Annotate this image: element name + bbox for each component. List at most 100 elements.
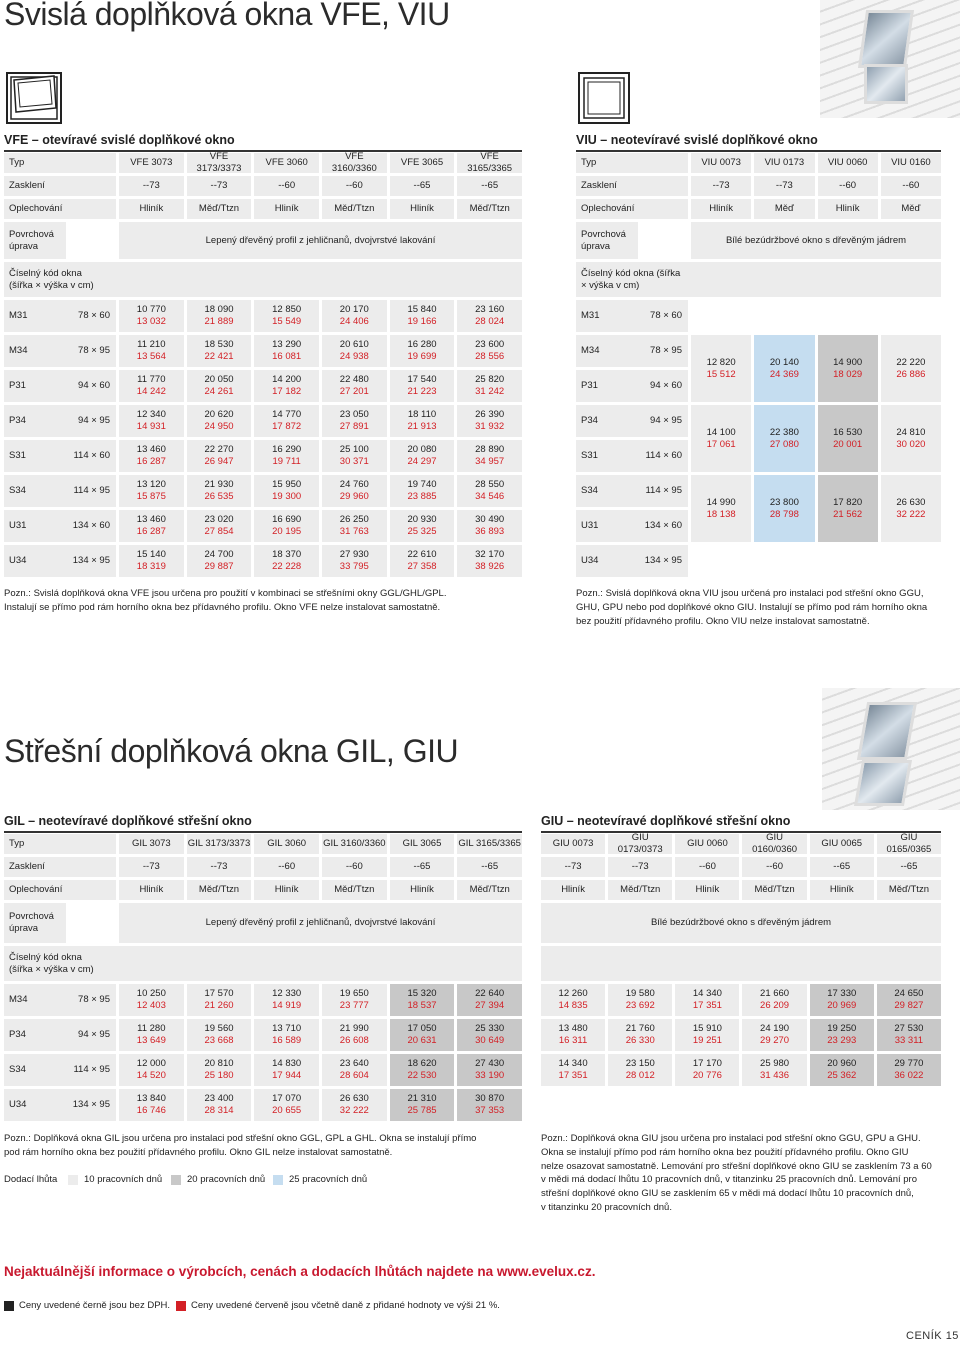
window-code: S34 bbox=[581, 485, 598, 497]
price-net: 19 650 bbox=[339, 988, 369, 1000]
window-size: 78 × 60 bbox=[650, 310, 682, 322]
window-size: 114 × 95 bbox=[73, 485, 110, 497]
price-gross: 23 777 bbox=[339, 1000, 369, 1011]
price-cell: 12 330 14 919 bbox=[254, 984, 319, 1016]
viu-rule bbox=[576, 150, 941, 152]
price-cell: 27 930 33 795 bbox=[321, 545, 387, 577]
glazing-label: Zasklení bbox=[576, 176, 688, 196]
gil-heading: GIL – neotevíravé doplňkové střešní okno bbox=[4, 814, 252, 828]
price-net: 12 260 bbox=[558, 988, 588, 1000]
giu-finish: Bílé bezúdržbové okno s dřevěným jádrem bbox=[541, 903, 941, 943]
price-net: 19 250 bbox=[827, 1023, 857, 1035]
giu-glazing: --73 bbox=[608, 857, 673, 877]
giu-flashing: Hliník bbox=[809, 880, 874, 900]
window-code: S31 bbox=[9, 450, 26, 462]
price-net: 18 370 bbox=[272, 549, 302, 561]
price-net: 14 830 bbox=[272, 1058, 302, 1070]
viu-note: Pozn.: Svislá doplňková okna VIU jsou ur… bbox=[576, 587, 946, 628]
window-size: 134 × 95 bbox=[72, 1099, 110, 1111]
price-gross: 31 242 bbox=[475, 386, 505, 397]
price-net: 17 540 bbox=[407, 374, 437, 386]
price-gross: 36 893 bbox=[475, 526, 505, 537]
price-gross: 13 649 bbox=[136, 1035, 166, 1046]
vfe-type: VFE 3073 bbox=[119, 153, 184, 173]
price-gross: 17 872 bbox=[272, 421, 302, 432]
price-gross: 17 061 bbox=[706, 438, 736, 450]
price-cell: 12 340 14 931 bbox=[119, 405, 184, 437]
price-gross: 15 549 bbox=[272, 316, 302, 327]
price-net: 22 270 bbox=[204, 444, 234, 456]
price-gross: 29 887 bbox=[204, 561, 234, 572]
vfe-glazing: --73 bbox=[186, 176, 252, 196]
price-cell: 14 100 17 061 bbox=[691, 405, 752, 472]
price-net: 20 080 bbox=[407, 444, 437, 456]
price-net: 11 770 bbox=[137, 374, 166, 386]
price-cell: 13 290 16 081 bbox=[254, 335, 319, 367]
price-cell: 17 070 20 655 bbox=[254, 1089, 319, 1121]
window-code: P31 bbox=[581, 380, 598, 392]
price-net: 15 910 bbox=[692, 1023, 722, 1035]
code-label: Číselný kód okna (šířka × výška v cm) bbox=[4, 946, 522, 981]
price-gross: 15 875 bbox=[136, 491, 166, 502]
gil-type: GIL 3060 bbox=[254, 834, 319, 854]
giu-type: GIU 0073 bbox=[541, 834, 606, 854]
window-code-cell: P34 94 × 95 bbox=[4, 405, 116, 437]
typ-label: Typ bbox=[4, 153, 116, 173]
window-code: M34 bbox=[9, 345, 28, 357]
gil-finish: Lepený dřevěný profil z jehličnanů, dvoj… bbox=[119, 903, 522, 943]
price-gross: 27 201 bbox=[339, 386, 369, 397]
viu-heading: VIU – neotevíravé svislé doplňkové okno bbox=[576, 133, 818, 147]
price-cell: 14 990 18 138 bbox=[691, 475, 752, 542]
viu-type: VIU 0060 bbox=[817, 153, 878, 173]
price-cell: 18 370 22 228 bbox=[254, 545, 319, 577]
price-gross: 23 885 bbox=[407, 491, 437, 502]
price-cell: 21 660 26 209 bbox=[742, 984, 807, 1016]
price-gross: 21 913 bbox=[407, 421, 437, 432]
price-gross: 30 371 bbox=[339, 456, 369, 467]
gil-flashing: Hliník bbox=[254, 880, 319, 900]
gil-note-line: Pozn.: Doplňková okna GIL jsou určena pr… bbox=[4, 1133, 477, 1144]
price-net: 13 460 bbox=[136, 444, 166, 456]
window-code-cell: U31 134 × 60 bbox=[4, 510, 116, 542]
window-code-cell: P31 94 × 60 bbox=[576, 370, 688, 402]
price-cell: 19 250 23 293 bbox=[809, 1019, 874, 1051]
viu-type: VIU 0173 bbox=[754, 153, 815, 173]
price-gross: 24 369 bbox=[769, 368, 799, 380]
red-price-label: Ceny uvedené červeně jsou včetně daně z … bbox=[191, 1300, 500, 1311]
price-net: 12 850 bbox=[272, 304, 302, 316]
footer-info-link[interactable]: Nejaktuálnější informace o výrobcích, ce… bbox=[4, 1264, 596, 1279]
viu-window-icon bbox=[578, 72, 630, 124]
price-cell: 28 890 34 957 bbox=[457, 440, 522, 472]
price-cell: 25 100 30 371 bbox=[321, 440, 387, 472]
price-cell: 17 820 21 562 bbox=[817, 475, 878, 542]
price-cell: 24 650 29 827 bbox=[876, 984, 941, 1016]
gil-glazing: --73 bbox=[186, 857, 252, 877]
price-net: 15 840 bbox=[407, 304, 437, 316]
price-cell: 26 390 31 932 bbox=[457, 405, 522, 437]
window-code-cell: P34 94 × 95 bbox=[4, 1019, 116, 1051]
price-cell: 20 620 24 950 bbox=[186, 405, 252, 437]
window-code: M34 bbox=[9, 994, 28, 1006]
empty-cell bbox=[754, 300, 815, 332]
price-net: 17 050 bbox=[407, 1023, 437, 1035]
price-gross: 14 835 bbox=[558, 1000, 588, 1011]
price-gross: 21 562 bbox=[833, 508, 863, 520]
price-net: 28 890 bbox=[475, 444, 505, 456]
price-cell: 17 050 20 631 bbox=[389, 1019, 455, 1051]
window-code: U31 bbox=[9, 520, 27, 532]
viu-flashing: Hliník bbox=[691, 199, 752, 219]
flashing-label: Oplechování bbox=[576, 199, 688, 219]
window-code: P31 bbox=[9, 380, 26, 392]
price-gross: 25 785 bbox=[407, 1105, 437, 1116]
empty-cell bbox=[691, 545, 752, 577]
window-size: 94 × 60 bbox=[78, 380, 110, 392]
price-cell: 21 310 25 785 bbox=[389, 1089, 455, 1121]
price-cell: 28 550 34 546 bbox=[457, 475, 522, 507]
price-gross: 20 776 bbox=[692, 1070, 722, 1081]
price-gross: 17 351 bbox=[558, 1070, 588, 1081]
price-gross: 13 564 bbox=[136, 351, 166, 362]
price-net: 22 220 bbox=[896, 356, 926, 368]
price-net: 27 430 bbox=[475, 1058, 505, 1070]
gil-flashing: Měď/Ttzn bbox=[457, 880, 522, 900]
price-net: 12 820 bbox=[706, 356, 736, 368]
